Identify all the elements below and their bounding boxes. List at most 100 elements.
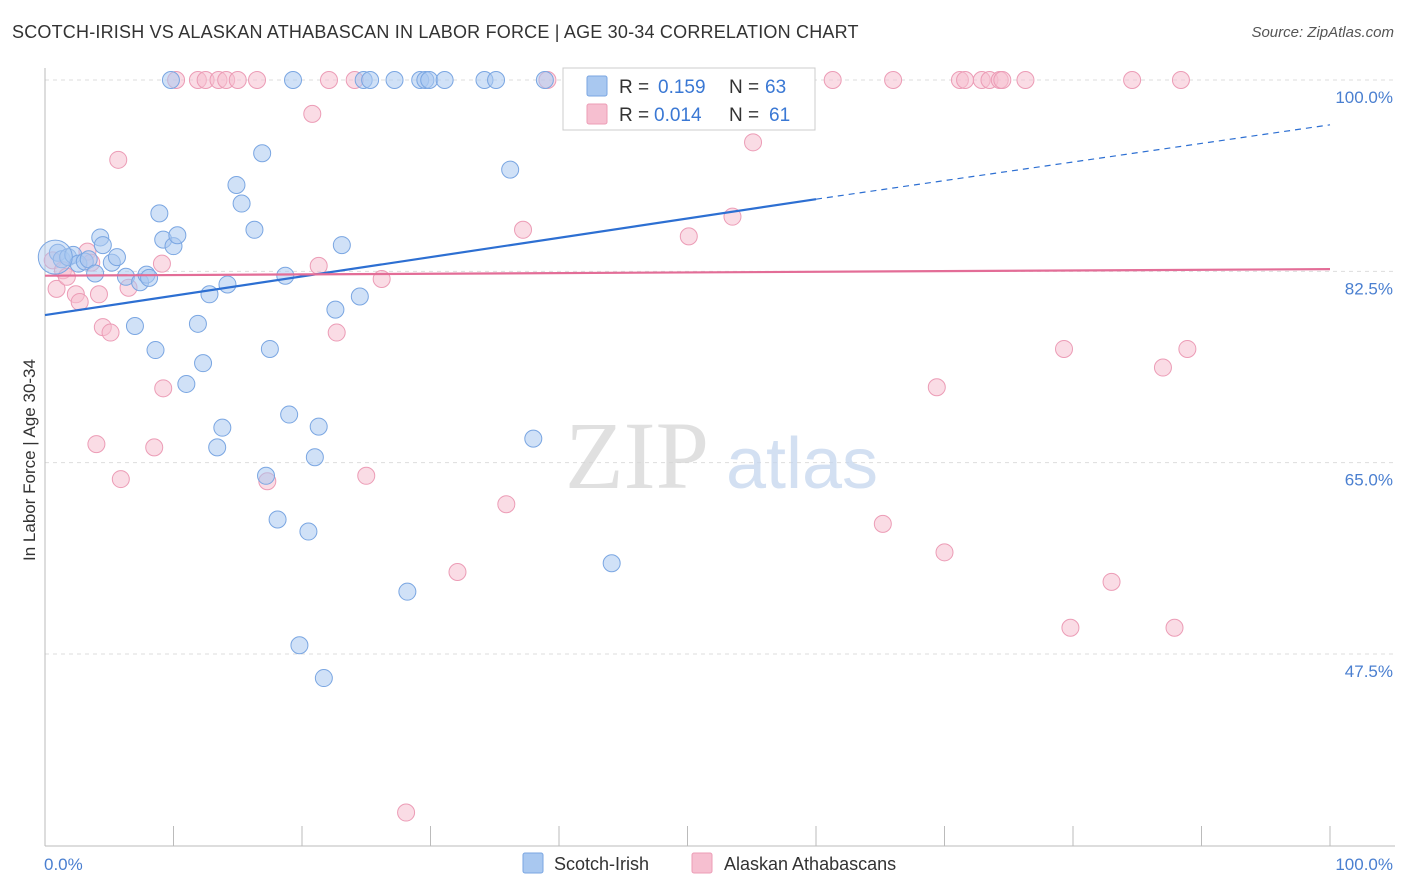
point-scotch-irish-32 [253, 144, 272, 163]
point-scotch-irish-54 [435, 71, 454, 89]
trend-line-scotch-irish-extension [815, 124, 1331, 200]
point-scotch-irish-38 [284, 71, 303, 89]
legend-n-value-alaskan-athabascans: 61 [769, 105, 790, 126]
watermark-zip: ZIP [565, 402, 709, 509]
point-scotch-irish-26 [208, 438, 227, 457]
point-scotch-irish-44 [326, 300, 345, 319]
point-alaskan-athabascans-15 [145, 438, 164, 457]
point-alaskan-athabascans-1 [47, 279, 66, 298]
point-alaskan-athabascans-55 [1102, 572, 1121, 591]
point-alaskan-athabascans-12 [109, 150, 128, 169]
axes [44, 68, 1395, 847]
point-alaskan-athabascans-53 [1055, 339, 1074, 358]
point-alaskan-athabascans-47 [956, 71, 975, 89]
point-scotch-irish-11 [107, 248, 126, 267]
point-scotch-irish-37 [280, 405, 299, 424]
point-alaskan-athabascans-45 [935, 543, 954, 562]
point-alaskan-athabascans-56 [1123, 71, 1142, 89]
bottom-legend-swatch-scotch-irish [522, 852, 544, 874]
point-scotch-irish-50 [398, 582, 417, 601]
point-alaskan-athabascans-26 [303, 104, 322, 123]
point-alaskan-athabascans-17 [154, 379, 173, 398]
point-scotch-irish-cluster [37, 239, 73, 275]
point-scotch-irish-49 [385, 71, 404, 89]
trend-lines [44, 124, 1331, 317]
point-alaskan-athabascans-59 [1171, 71, 1190, 89]
point-scotch-irish-28 [218, 275, 237, 294]
point-scotch-irish-17 [146, 341, 165, 360]
point-scotch-irish-16 [140, 268, 159, 287]
point-alaskan-athabascans-54 [1061, 618, 1080, 637]
point-scotch-irish-42 [309, 417, 328, 436]
point-scotch-irish-18 [150, 204, 169, 223]
point-alaskan-athabascans-28 [319, 71, 338, 89]
point-scotch-irish-48 [361, 71, 380, 89]
point-alaskan-athabascans-44 [927, 378, 946, 397]
point-scotch-irish-7 [86, 264, 105, 283]
point-alaskan-athabascans-43 [884, 71, 903, 89]
point-alaskan-athabascans-52 [1016, 71, 1035, 89]
point-scotch-irish-29 [227, 175, 246, 194]
point-scotch-irish-62 [161, 71, 180, 89]
legend-r-label-alaskan-athabascans: R = [619, 105, 649, 126]
point-alaskan-athabascans-31 [357, 466, 376, 485]
point-alaskan-athabascans-38 [679, 227, 698, 246]
data-points [37, 71, 1197, 822]
point-scotch-irish-35 [268, 510, 287, 529]
point-scotch-irish-24 [194, 354, 213, 373]
point-alaskan-athabascans-35 [497, 495, 516, 514]
bottom-legend-swatch-alaskan-athabascans [691, 852, 713, 874]
point-alaskan-athabascans-29 [327, 323, 346, 342]
y-tick-label-2: 65.0% [1345, 471, 1393, 490]
point-scotch-irish-31 [245, 220, 264, 239]
point-alaskan-athabascans-41 [823, 71, 842, 89]
bottom-legend-label-scotch-irish: Scotch-Irish [554, 854, 649, 874]
point-scotch-irish-43 [314, 669, 333, 688]
stats-legend: R = 0.159 N = 63 R = 0.014 N = 61 [562, 67, 816, 131]
point-scotch-irish-21 [168, 226, 187, 245]
point-scotch-irish-53 [420, 71, 439, 89]
point-alaskan-athabascans-60 [1178, 339, 1197, 358]
trend-line-alaskan-athabascans [44, 268, 1331, 277]
legend-r-label-scotch-irish: R = [619, 77, 649, 98]
point-alaskan-athabascans-13 [111, 470, 130, 489]
point-scotch-irish-30 [232, 194, 251, 213]
point-alaskan-athabascans-16 [152, 254, 171, 273]
point-scotch-irish-34 [260, 339, 279, 358]
chart-title: SCOTCH-IRISH VS ALASKAN ATHABASCAN IN LA… [12, 22, 859, 42]
point-scotch-irish-13 [125, 317, 144, 335]
point-scotch-irish-36 [276, 266, 295, 285]
point-scotch-irish-33 [257, 466, 276, 485]
point-scotch-irish-58 [524, 429, 543, 448]
point-scotch-irish-9 [93, 236, 112, 255]
y-tick-label-1: 82.5% [1345, 279, 1393, 298]
tick-labels: 100.0% 82.5% 65.0% 47.5% 0.0% 100.0% [44, 88, 1393, 874]
legend-n-label-alaskan-athabascans: N = [729, 105, 759, 126]
gridlines [45, 79, 1395, 655]
point-alaskan-athabascans-40 [744, 133, 763, 152]
series-legend: Scotch-Irish Alaskan Athabascans [522, 852, 896, 874]
legend-n-label-scotch-irish: N = [729, 77, 759, 98]
point-scotch-irish-60 [602, 554, 621, 573]
point-alaskan-athabascans-9 [89, 285, 108, 304]
point-alaskan-athabascans-57 [1153, 358, 1172, 377]
point-scotch-irish-59 [535, 71, 554, 89]
point-alaskan-athabascans-33 [397, 803, 416, 822]
legend-swatch-alaskan-athabascans [586, 103, 608, 125]
chart-source: Source: ZipAtlas.com [1251, 24, 1394, 41]
point-scotch-irish-46 [350, 287, 369, 306]
point-scotch-irish-23 [188, 314, 207, 333]
point-alaskan-athabascans-58 [1165, 618, 1184, 637]
watermark-atlas: atlas [726, 424, 878, 504]
y-tick-label-3: 47.5% [1345, 662, 1393, 681]
point-scotch-irish-27 [213, 418, 232, 437]
point-scotch-irish-41 [305, 448, 324, 467]
point-alaskan-athabascans-23 [228, 71, 247, 89]
point-alaskan-athabascans-34 [448, 563, 467, 581]
legend-r-value-scotch-irish: 0.159 [658, 77, 706, 98]
point-scotch-irish-45 [332, 236, 351, 255]
point-alaskan-athabascans-27 [309, 256, 328, 275]
point-scotch-irish-57 [501, 160, 520, 179]
point-alaskan-athabascans-8 [87, 435, 106, 454]
